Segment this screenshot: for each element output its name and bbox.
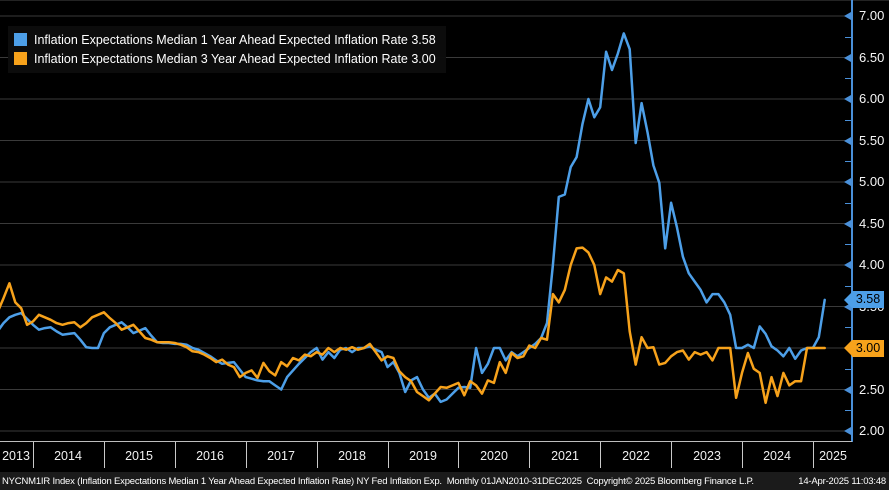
window-top-edge — [0, 0, 889, 1]
y-tick-arrow-icon — [844, 385, 851, 394]
x-axis-year-separator — [104, 442, 105, 468]
legend-swatch-1yr-icon — [14, 33, 27, 46]
x-tick-label-2022: 2022 — [622, 449, 650, 463]
x-tick-label-2013: 2013 — [2, 449, 30, 463]
chart-plot-area[interactable]: Inflation Expectations Median 1 Year Ahe… — [0, 0, 851, 441]
x-tick-label-2019: 2019 — [409, 449, 437, 463]
last-value-badge-3yr: 3.00 — [844, 339, 884, 357]
y-tick-minor — [845, 410, 851, 411]
y-axis[interactable]: 3.58 3.00 2.002.503.003.504.004.505.005.… — [844, 0, 889, 442]
x-axis-year-separator — [246, 442, 247, 468]
legend-last-value-1yr: 3.58 — [411, 32, 436, 47]
x-axis-year-separator — [600, 442, 601, 468]
legend-label-3yr: Inflation Expectations Median 3 Year Ahe… — [34, 51, 408, 66]
y-tick-minor — [845, 78, 851, 79]
x-axis-year-separator — [529, 442, 530, 468]
y-tick-minor — [845, 244, 851, 245]
y-tick-label: 4.00 — [859, 257, 885, 272]
status-bar-timestamp: 14-Apr-2025 11:03:48 — [798, 475, 886, 487]
y-tick-arrow-icon — [844, 178, 851, 186]
x-tick-label-2024: 2024 — [763, 449, 791, 463]
y-tick-arrow-icon — [844, 219, 851, 228]
status-bar: NYCNM1IR Index (Inflation Expectations M… — [0, 472, 889, 490]
x-tick-label-2025: 2025 — [819, 449, 847, 463]
x-axis-year-separator — [671, 442, 672, 468]
y-tick-label: 5.50 — [859, 132, 885, 148]
x-axis-year-separator — [742, 442, 743, 468]
y-tick-arrow-icon — [844, 53, 851, 62]
y-tick-arrow-icon — [844, 136, 851, 145]
y-tick-label: 6.00 — [859, 91, 885, 106]
status-bar-security-info: NYCNM1IR Index (Inflation Expectations M… — [2, 475, 754, 487]
y-axis-line — [851, 0, 853, 442]
badge-value-1yr: 3.58 — [852, 291, 884, 309]
y-tick-label: 5.00 — [859, 174, 885, 189]
y-tick-minor — [845, 120, 851, 121]
chart-legend: Inflation Expectations Median 1 Year Ahe… — [8, 26, 446, 73]
badge-arrow-left-icon — [844, 291, 852, 308]
y-tick-minor — [845, 161, 851, 162]
legend-label-1yr: Inflation Expectations Median 1 Year Ahe… — [34, 32, 408, 47]
legend-item-1yr[interactable]: Inflation Expectations Median 1 Year Ahe… — [14, 30, 436, 49]
x-tick-label-2020: 2020 — [480, 449, 508, 463]
x-tick-label-2016: 2016 — [196, 449, 224, 463]
x-axis[interactable]: 2013 2014 2015 2016 2017 2018 2019 2020 2021 2022… — [0, 441, 889, 472]
y-tick-minor — [845, 203, 851, 204]
badge-value-3yr: 3.00 — [852, 339, 884, 357]
y-tick-minor — [845, 37, 851, 38]
legend-item-3yr[interactable]: Inflation Expectations Median 3 Year Ahe… — [14, 49, 436, 68]
y-tick-label: 2.50 — [859, 381, 885, 397]
y-tick-label: 4.50 — [859, 215, 885, 231]
badge-arrow-left-icon — [844, 340, 852, 356]
y-tick-arrow-icon — [844, 261, 851, 269]
x-tick-label-2015: 2015 — [125, 449, 153, 463]
x-axis-year-separator — [317, 442, 318, 468]
series-line-1yr[interactable] — [0, 32, 826, 404]
x-tick-label-2018: 2018 — [338, 449, 366, 463]
legend-last-value-3yr: 3.00 — [411, 51, 436, 66]
y-tick-arrow-icon — [844, 427, 851, 435]
x-tick-label-2014: 2014 — [54, 449, 82, 463]
x-tick-label-2021: 2021 — [551, 449, 579, 463]
x-axis-line — [0, 441, 852, 442]
y-tick-minor — [845, 286, 851, 287]
y-tick-label: 6.50 — [859, 49, 885, 65]
last-value-badge-1yr: 3.58 — [844, 291, 884, 309]
y-tick-minor — [845, 327, 851, 328]
legend-swatch-3yr-icon — [14, 52, 27, 65]
x-axis-year-separator — [175, 442, 176, 468]
y-tick-label: 7.00 — [859, 8, 885, 23]
x-axis-year-separator — [458, 442, 459, 468]
y-tick-minor — [845, 369, 851, 370]
y-tick-label: 2.00 — [859, 423, 885, 438]
x-axis-year-separator — [388, 442, 389, 468]
chart-canvas — [0, 15, 851, 432]
x-axis-year-separator — [813, 442, 814, 468]
x-axis-year-separator — [33, 442, 34, 468]
series-line-3yr[interactable] — [0, 246, 826, 405]
x-tick-label-2017: 2017 — [267, 449, 295, 463]
x-tick-label-2023: 2023 — [693, 449, 721, 463]
y-tick-arrow-icon — [844, 12, 851, 20]
y-tick-arrow-icon — [844, 95, 851, 103]
